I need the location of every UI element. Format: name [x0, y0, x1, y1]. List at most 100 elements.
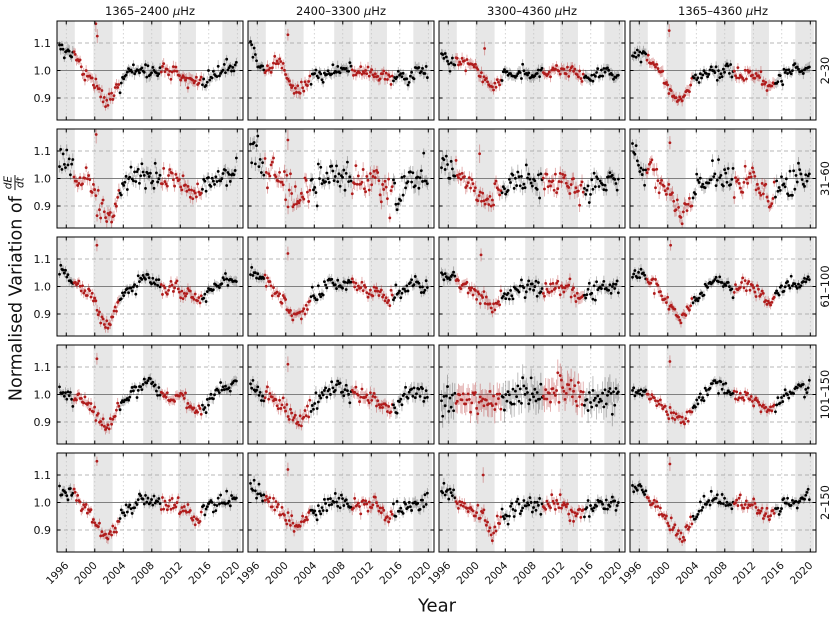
data-point [306, 308, 309, 311]
data-point [90, 76, 94, 80]
data-point [259, 399, 263, 402]
data-point [753, 174, 757, 178]
data-point [549, 184, 552, 188]
data-point [370, 68, 374, 72]
data-point [163, 286, 167, 290]
data-point [218, 74, 221, 78]
data-point [304, 178, 308, 182]
data-point [84, 69, 88, 72]
data-point [593, 298, 597, 302]
data-point [781, 83, 785, 87]
data-point [658, 181, 662, 185]
data-point [581, 72, 585, 76]
data-point [450, 56, 454, 60]
data-point [60, 43, 64, 47]
data-point [250, 43, 254, 47]
data-point [367, 188, 371, 192]
data-point [465, 184, 469, 188]
data-point [513, 176, 517, 180]
data-point [96, 412, 100, 415]
data-point [477, 194, 481, 197]
data-point [558, 374, 562, 377]
data-point [362, 71, 366, 75]
data-point [106, 103, 110, 107]
data-point [424, 389, 428, 393]
data-point [249, 273, 252, 276]
data-point [376, 74, 380, 78]
data-point [402, 287, 406, 291]
data-point [523, 296, 527, 300]
data-point [354, 281, 358, 285]
data-point [140, 66, 144, 70]
data-point [717, 280, 720, 284]
data-point [225, 277, 229, 281]
data-point [331, 386, 335, 390]
data-point [448, 278, 452, 281]
data-point [747, 176, 751, 179]
data-point [423, 396, 427, 400]
data-point [574, 399, 578, 403]
data-point [654, 278, 657, 281]
data-point [161, 391, 164, 395]
data-point [225, 184, 229, 187]
data-point [748, 288, 752, 292]
data-point [313, 185, 317, 189]
data-point [88, 289, 92, 293]
data-point [449, 405, 453, 409]
data-point [410, 180, 414, 184]
data-point [372, 392, 376, 395]
data-point [786, 280, 789, 283]
data-point [765, 195, 769, 199]
data-point [638, 50, 642, 54]
data-point [346, 281, 349, 285]
data-point [301, 86, 304, 90]
data-point [275, 404, 279, 408]
data-point [400, 291, 404, 295]
data-point [776, 189, 780, 193]
data-point [772, 180, 776, 184]
data-point [757, 187, 760, 190]
data-point [743, 164, 747, 168]
data-point [251, 274, 255, 277]
data-point [324, 180, 328, 184]
data-point [390, 293, 394, 297]
data-point [203, 406, 207, 409]
data-point [375, 168, 378, 172]
data-point [537, 281, 540, 284]
data-point [547, 291, 551, 294]
data-point [70, 397, 74, 401]
data-point [129, 286, 133, 290]
data-point [400, 175, 404, 179]
data-point [165, 292, 169, 296]
data-point [367, 401, 371, 405]
data-point [527, 402, 531, 406]
data-point [674, 208, 678, 212]
data-point [136, 388, 140, 392]
data-point [452, 409, 456, 413]
data-point [490, 85, 494, 89]
data-point [418, 394, 422, 398]
data-point [520, 175, 523, 178]
data-point [321, 393, 325, 397]
panel-2–30-col3 [438, 20, 626, 121]
data-point [553, 286, 557, 290]
data-point [591, 297, 595, 301]
data-point [327, 387, 331, 391]
data-point [125, 70, 129, 74]
data-point [176, 287, 180, 291]
data-point [256, 385, 260, 389]
data-point [270, 294, 274, 298]
data-point [70, 55, 74, 59]
data-point [465, 280, 469, 284]
data-point [448, 69, 452, 73]
data-point [196, 410, 200, 414]
data-point [270, 160, 274, 164]
data-point [365, 393, 369, 397]
data-point [539, 290, 543, 294]
data-point [201, 83, 204, 87]
data-point [701, 182, 705, 186]
data-point [804, 173, 808, 177]
data-point [610, 285, 614, 288]
data-point [604, 188, 608, 192]
data-point [269, 163, 273, 167]
